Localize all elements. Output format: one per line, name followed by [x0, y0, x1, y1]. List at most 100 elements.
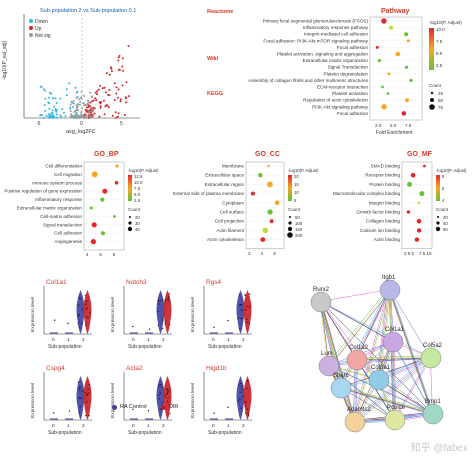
network-edge	[355, 358, 433, 424]
volcano-point	[49, 91, 51, 94]
volcano-point	[89, 105, 92, 108]
volcano-point	[69, 110, 72, 113]
network-edge	[392, 341, 434, 415]
network-node[interactable]	[330, 377, 352, 399]
violin-xtick: 2	[162, 337, 165, 343]
network-node[interactable]	[318, 355, 340, 377]
volcano-point	[92, 106, 95, 109]
network-node[interactable]	[382, 331, 404, 353]
volcano-point	[79, 100, 82, 103]
volcano-point	[96, 90, 99, 93]
volcano-point	[86, 110, 89, 113]
violin-point	[158, 394, 160, 396]
network-node[interactable]	[368, 369, 390, 391]
go-colorbar-tick: 6	[442, 186, 445, 191]
go-size-dot	[437, 216, 439, 218]
violin-xtick: 1	[147, 337, 150, 343]
go-term: Cell differentiation	[45, 164, 82, 169]
network-edge	[388, 288, 433, 413]
network-node[interactable]	[344, 411, 366, 433]
violin-point	[85, 415, 87, 417]
violin-point	[246, 387, 248, 389]
violin-point	[87, 317, 89, 319]
violin-point	[245, 412, 247, 414]
pathway-colorbar	[429, 28, 434, 70]
volcano-point	[44, 97, 47, 100]
legend-oir: OIR	[160, 404, 179, 410]
go-term: SMAD binding	[371, 164, 401, 169]
violin-point	[84, 391, 86, 394]
pathway-group-label: Wiki	[207, 56, 219, 62]
violin-point	[249, 307, 251, 309]
network-edge	[356, 357, 432, 361]
pathway-xticks: 2.5 5.0 7.5	[375, 123, 412, 128]
violin-point	[245, 401, 247, 403]
network-edge	[394, 357, 432, 421]
violin-point	[158, 385, 160, 387]
network-node[interactable]	[310, 291, 332, 313]
go-colorbar-tick: 4	[442, 198, 445, 203]
volcano-point	[125, 97, 127, 100]
network-node[interactable]	[346, 349, 368, 371]
go-colorbar-tick: 15	[294, 182, 299, 187]
violin-gene-title: Rgs4	[206, 279, 222, 286]
violin-point	[167, 392, 169, 394]
violin-point	[147, 410, 150, 412]
volcano-point	[79, 114, 82, 117]
volcano-point	[100, 101, 103, 104]
violin-point	[164, 323, 166, 325]
legend-notsig-label: Not sig	[35, 33, 51, 39]
go-size-dot	[287, 232, 293, 238]
volcano-point	[107, 94, 110, 96]
pathway-term: Integrin-mediated cell adhesion	[304, 32, 368, 37]
volcano-point	[76, 106, 78, 109]
violin-point	[167, 397, 169, 399]
volcano-point	[87, 101, 90, 104]
go-term: Membrane	[222, 164, 244, 169]
pathway-size-tick: 50	[438, 98, 444, 103]
violin-gene-title: Col1a1	[46, 279, 67, 286]
pathway-dot	[395, 51, 401, 57]
go-term: Cell surface	[220, 210, 245, 215]
volcano-point	[51, 109, 54, 112]
violin-point	[162, 318, 164, 320]
volcano-point	[48, 114, 51, 117]
pathway-size-dot	[430, 98, 434, 102]
pathway-term: Focal adhesion	[337, 45, 369, 50]
violin-point	[247, 408, 249, 410]
volcano-point	[93, 107, 96, 110]
violin-point	[239, 327, 241, 330]
network-node[interactable]	[379, 279, 401, 301]
watermark: 知乎 @fabex	[410, 443, 468, 454]
violin-point	[132, 408, 134, 411]
violin-point	[244, 405, 246, 407]
violin-point	[159, 392, 161, 394]
pathway-xtick: 2.5	[375, 123, 382, 128]
volcano-point	[96, 93, 99, 96]
legend-up-label: Up	[35, 26, 42, 32]
volcano-point	[107, 106, 110, 109]
network-node[interactable]	[384, 409, 406, 431]
violin-point	[240, 391, 242, 393]
volcano-point	[84, 104, 87, 106]
violin-shape	[243, 290, 252, 334]
go-term: Signal transduction	[43, 222, 83, 227]
pathway-term: Assembly of collagen fibrils and other m…	[248, 78, 368, 83]
pathway-term: Platelet activation	[332, 91, 368, 96]
violin-point	[167, 298, 169, 300]
pathway-term: Platelet degranulation	[324, 71, 369, 76]
network-node[interactable]	[420, 347, 442, 369]
volcano-point	[51, 116, 54, 119]
violin-point	[78, 321, 81, 323]
oir-label: OIR	[168, 404, 179, 410]
violin-ylabel: Expression level	[30, 297, 36, 332]
violin-xtick: 1	[67, 337, 70, 343]
network-edge	[339, 288, 389, 387]
violin-point	[169, 324, 171, 326]
volcano-point	[73, 111, 76, 113]
go-term: Cell projection	[215, 219, 245, 224]
go-term: Cytoplasm	[222, 200, 244, 205]
violin-xlabel: Sub-population	[128, 430, 162, 436]
violin-point	[249, 305, 251, 307]
network-node[interactable]	[422, 403, 444, 425]
